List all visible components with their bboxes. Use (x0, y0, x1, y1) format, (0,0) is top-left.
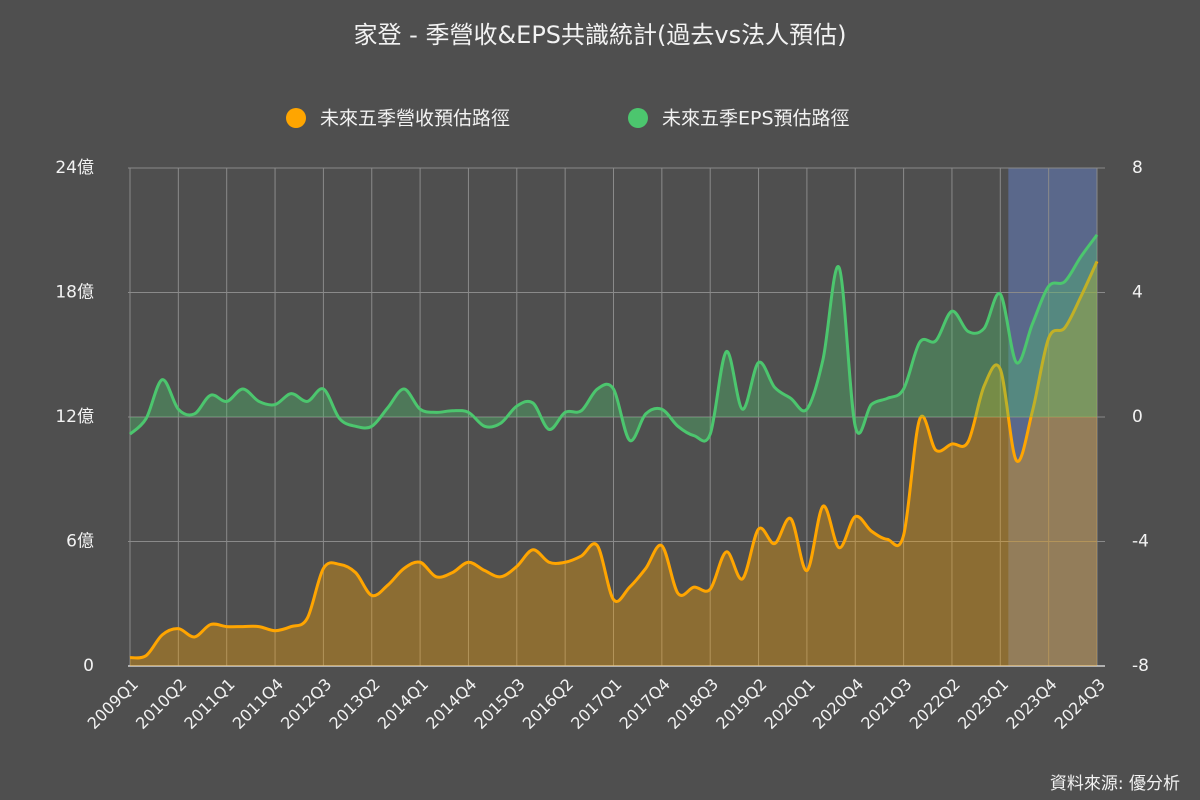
y-tick-label: 24億 (55, 158, 94, 178)
y2-tick-label: 8 (1132, 158, 1143, 178)
x-tick-label: 2021Q3 (857, 675, 915, 733)
x-tick-label: 2009Q1 (84, 675, 142, 733)
y-tick-label: 0 (83, 656, 94, 676)
legend-marker (628, 108, 648, 128)
x-tick-label: 2014Q4 (422, 675, 480, 733)
y2-tick-label: 0 (1132, 407, 1143, 427)
series-area (130, 261, 1097, 666)
y-tick-label: 6億 (66, 532, 94, 552)
x-tick-label: 2011Q4 (229, 675, 287, 733)
series-line (129, 260, 1099, 660)
x-tick-label: 2022Q2 (906, 675, 964, 733)
x-tick-label: 2017Q1 (567, 675, 625, 733)
x-tick-label: 2024Q3 (1051, 675, 1109, 733)
y2-tick-label: -8 (1132, 656, 1149, 676)
x-tick-label: 2015Q3 (470, 675, 528, 733)
x-tick-label: 2020Q4 (809, 675, 867, 733)
x-tick-label: 2011Q1 (180, 675, 238, 733)
x-tick-label: 2016Q2 (519, 675, 577, 733)
legend-marker (286, 108, 306, 128)
legend-label: 未來五季營收預估路徑 (320, 108, 510, 130)
x-tick-label: 2019Q2 (712, 675, 770, 733)
x-tick-label: 2018Q3 (664, 675, 722, 733)
x-tick-label: 2014Q1 (374, 675, 432, 733)
y2-tick-label: 4 (1132, 283, 1143, 303)
legend-label: 未來五季EPS預估路徑 (662, 108, 850, 130)
series-area (130, 234, 1097, 442)
x-tick-label: 2017Q4 (616, 675, 674, 733)
x-tick-label: 2013Q2 (325, 675, 383, 733)
x-tick-label: 2010Q2 (132, 675, 190, 733)
chart-title: 家登 - 季營收&EPS共識統計(過去vs法人預估) (354, 21, 847, 49)
x-tick-label: 2023Q1 (954, 675, 1012, 733)
y-tick-label: 18億 (55, 283, 94, 303)
series-line (128, 234, 1099, 443)
x-tick-label: 2023Q4 (1002, 675, 1060, 733)
y-tick-label: 12億 (55, 407, 94, 427)
y2-tick-label: -4 (1132, 532, 1149, 552)
x-tick-label: 2020Q1 (761, 675, 819, 733)
x-tick-label: 2012Q3 (277, 675, 335, 733)
source: 資料來源: 優分析 (1050, 774, 1180, 794)
